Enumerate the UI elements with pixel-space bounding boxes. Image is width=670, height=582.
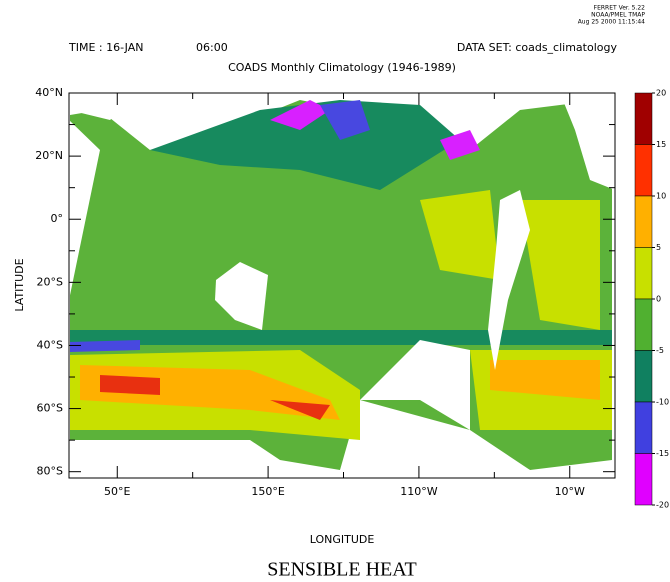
x-axis-label: LONGITUDE (310, 533, 375, 546)
y-tick-label: 20°N (35, 149, 63, 162)
colorbar-band (634, 453, 653, 506)
colorbar-band (634, 298, 653, 351)
y-axis-label: LATITUDE (13, 258, 26, 311)
colorbar-label: 5 (656, 243, 661, 252)
colorbar-band (634, 195, 653, 248)
y-tick-label: 80°S (37, 465, 63, 478)
colorbar-band (634, 92, 653, 145)
y-tick-label: 40°S (37, 338, 63, 351)
time-value: 06:00 (196, 41, 228, 54)
colorbar-label: -5 (656, 346, 664, 355)
colorbar-label: 20 (656, 89, 666, 98)
caption: SENSIBLE HEAT (267, 559, 416, 581)
org: NOAA/PMEL TMAP (591, 12, 645, 19)
dataset: DATA SET: coads_climatology (457, 41, 618, 54)
time-label: TIME : 16-JAN (68, 41, 144, 54)
x-tick-label: 10°W (555, 485, 585, 498)
y-tick-label: 0° (51, 212, 64, 225)
x-tick-label: 150°E (251, 485, 284, 498)
colorbar-band (634, 247, 653, 300)
date: Aug 25 2000 11:15:44 (578, 19, 645, 26)
y-tick-label: 20°S (37, 275, 63, 288)
colorbar-label: -15 (656, 449, 669, 458)
x-tick-label: 110°W (400, 485, 437, 498)
colorbar-label: -20 (656, 501, 669, 510)
y-tick-label: 60°S (37, 402, 63, 415)
version: FERRET Ver. 5.22 (594, 5, 646, 12)
plot-frame (68, 92, 616, 479)
x-tick-label: 50°E (104, 485, 130, 498)
colorbar-label: 15 (656, 140, 666, 149)
y-tick-label: 40°N (35, 86, 63, 99)
field (69, 93, 615, 478)
colorbar-label: -10 (656, 398, 669, 407)
subtitle: COADS Monthly Climatology (1946-1989) (228, 61, 456, 74)
colorbar-band (634, 401, 653, 454)
colorbar-label: 0 (656, 295, 661, 304)
colorbar-band (634, 350, 653, 403)
colorbar-label: 10 (656, 192, 666, 201)
colorbar-band (634, 144, 653, 197)
